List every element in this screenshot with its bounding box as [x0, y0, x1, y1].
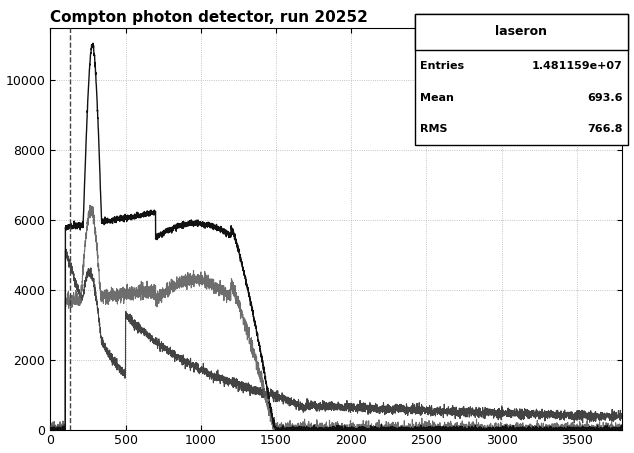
- Text: 766.8: 766.8: [587, 124, 623, 134]
- Text: Mean: Mean: [420, 93, 454, 103]
- Text: 693.6: 693.6: [587, 93, 623, 103]
- Text: RMS: RMS: [420, 124, 448, 134]
- Text: 1.481159e+07: 1.481159e+07: [532, 61, 623, 71]
- Text: laseron: laseron: [495, 25, 548, 39]
- Text: Entries: Entries: [420, 61, 465, 71]
- Text: Compton photon detector, run 20252: Compton photon detector, run 20252: [50, 10, 368, 25]
